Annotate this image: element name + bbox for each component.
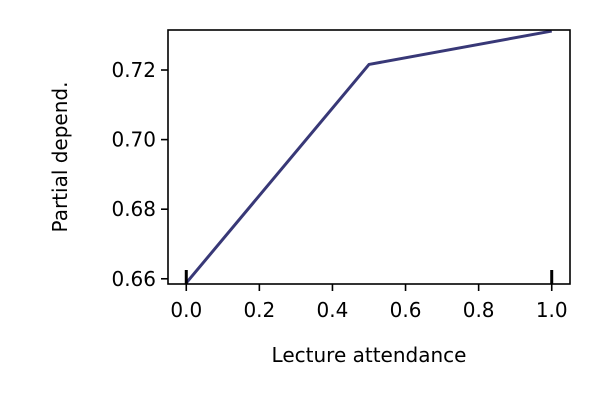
y-axis-label: Partial depend. (48, 82, 72, 233)
y-tick-label-1: 0.68 (111, 197, 156, 221)
y-tick-label-3: 0.72 (111, 58, 156, 82)
x-tick-label-1: 0.2 (243, 298, 275, 322)
y-tick-label-2: 0.70 (111, 128, 156, 152)
series-line-0 (185, 29, 552, 284)
y-axis: 0.66 0.68 0.70 0.72 (111, 58, 168, 291)
x-axis-label: Lecture attendance (272, 343, 467, 367)
plot-frame (167, 29, 571, 285)
y-tick-label-0: 0.66 (111, 267, 156, 291)
x-tick-label-5: 1.0 (536, 298, 568, 322)
x-tick-label-4: 0.8 (463, 298, 495, 322)
plot-content (184, 29, 554, 284)
x-tick-label-0: 0.0 (170, 298, 202, 322)
x-axis: 0.0 0.2 0.4 0.6 0.8 1.0 (170, 284, 568, 322)
x-tick-label-2: 0.4 (317, 298, 349, 322)
x-tick-label-3: 0.6 (390, 298, 422, 322)
